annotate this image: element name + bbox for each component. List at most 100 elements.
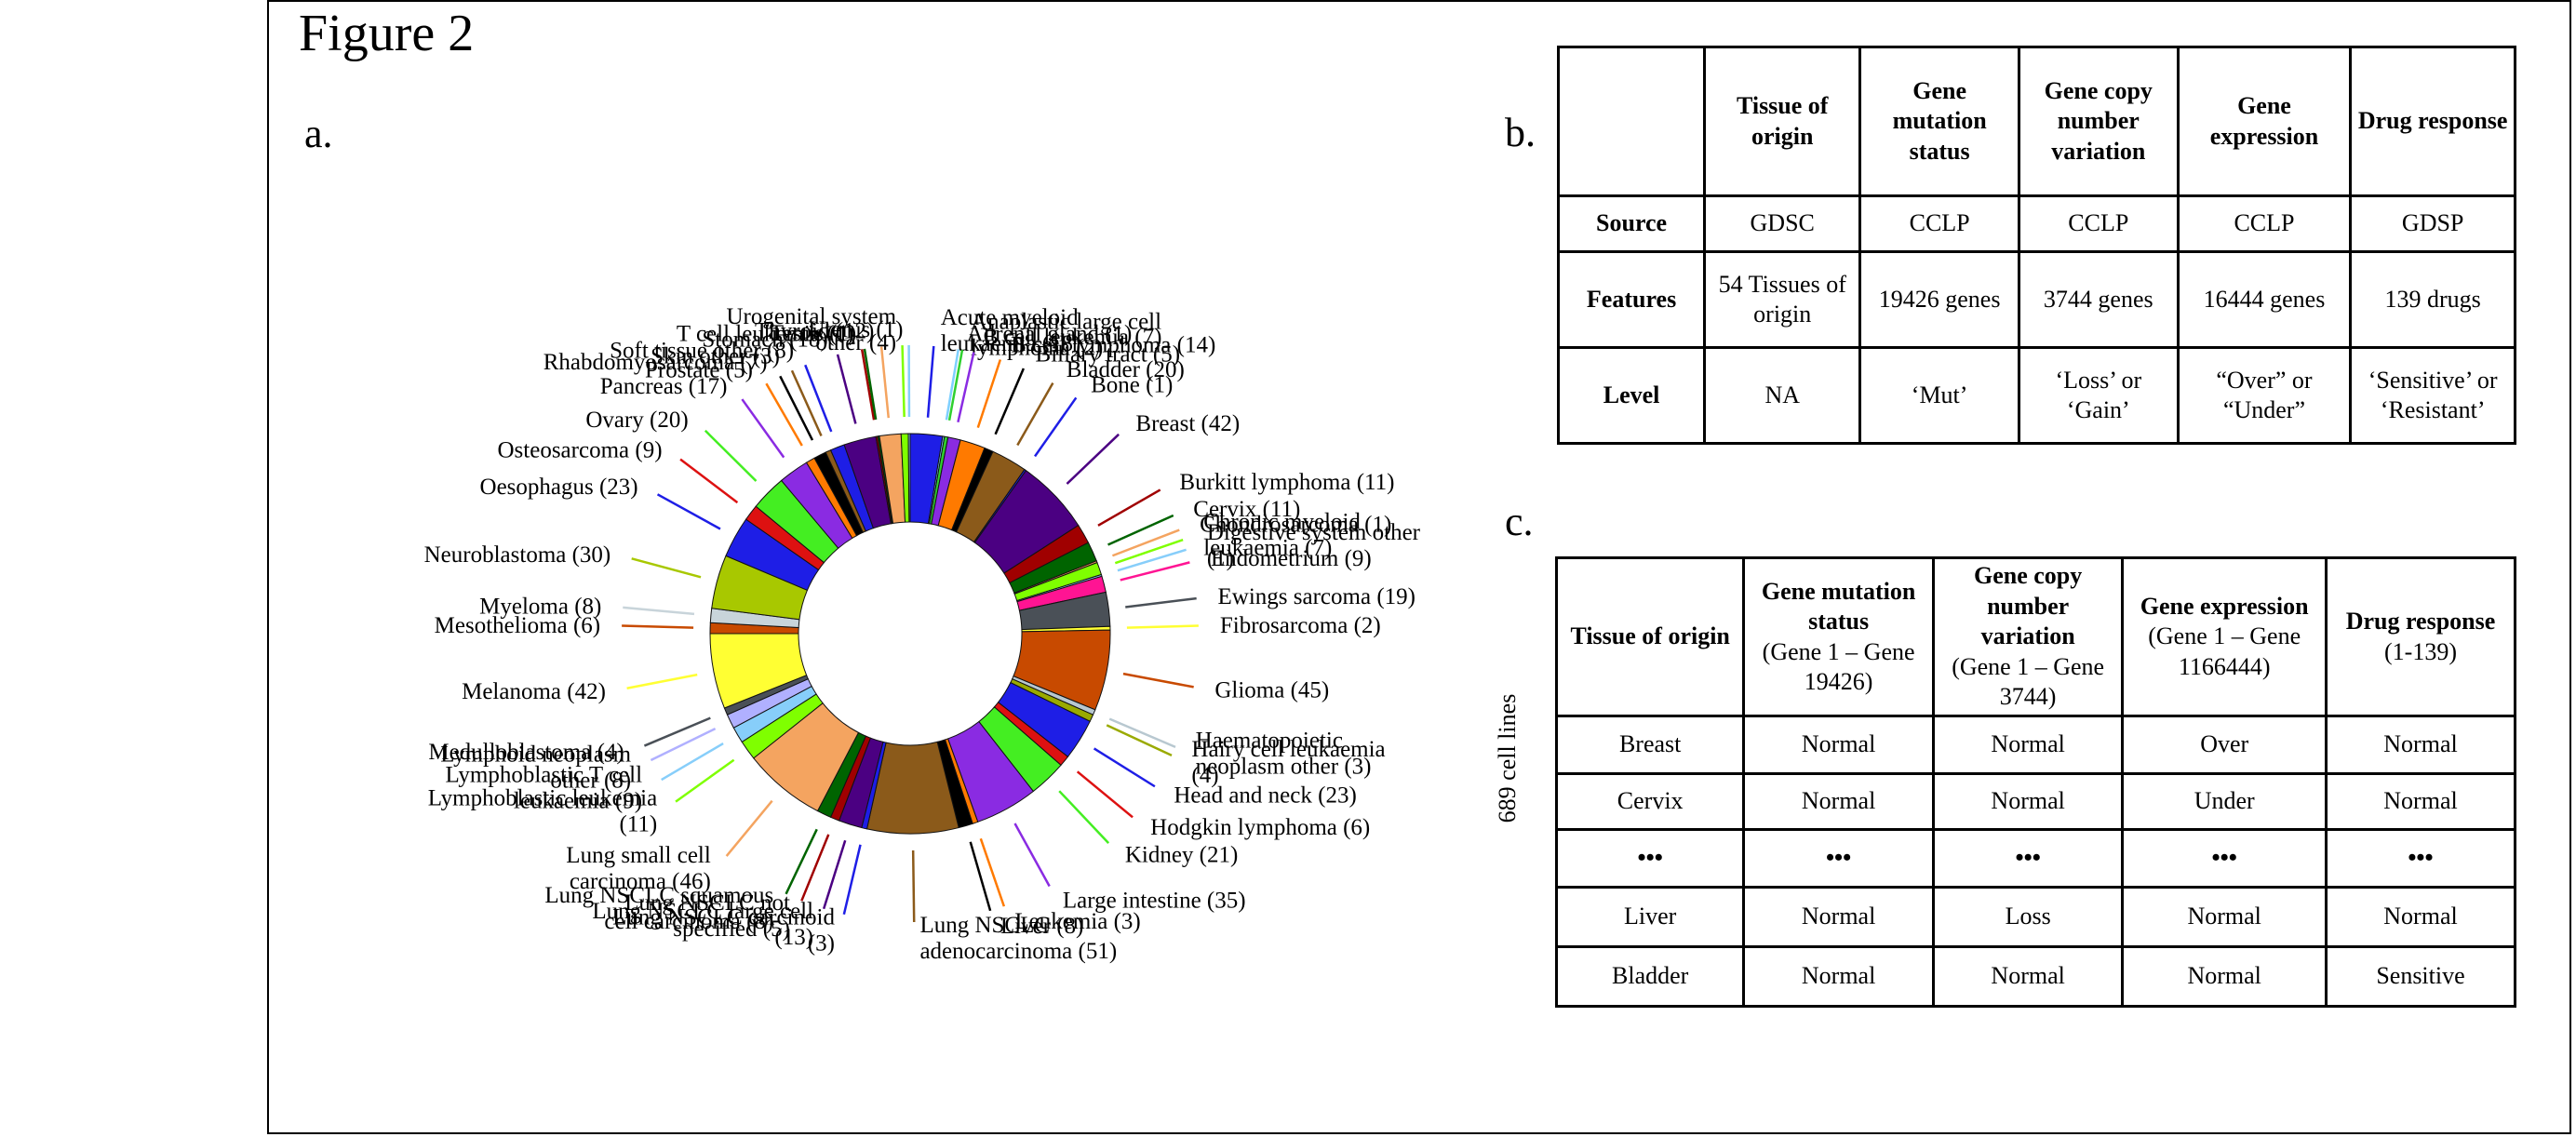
table-c-header: Drug response (1-139): [2324, 556, 2517, 717]
table-b: Tissue of origin Gene mutation status Ge…: [1556, 46, 2516, 445]
slice-label: Bladder (20): [1067, 357, 1185, 382]
leader-line: [656, 493, 721, 530]
slice-label: Oesophagus (23): [480, 475, 638, 500]
leader-line: [741, 398, 785, 459]
leader-line: [947, 349, 964, 421]
table-b-header: Drug response: [2349, 46, 2516, 197]
table-c-cell: Normal: [2324, 772, 2517, 831]
table-c-ellipsis: •••: [1554, 828, 1746, 889]
table-b-cell: CCLP: [1858, 194, 2020, 253]
table-c-cell: Normal: [1742, 772, 1935, 831]
slice-label: Adrenal gland (1): [967, 322, 1133, 347]
leader-line: [650, 728, 717, 762]
leader-line: [1097, 488, 1161, 527]
slice-label: Prostate (5): [645, 358, 753, 383]
table-c-header: Gene copy number variation (Gene 1 – Gene…: [1931, 556, 2125, 717]
slice-label: Urogenital system other (4): [726, 304, 896, 355]
leader-line: [1125, 596, 1197, 609]
table-c-cell: Normal: [1931, 945, 2125, 1008]
table-c-cell: Normal: [2324, 715, 2517, 775]
leader-line: [926, 345, 935, 418]
table-c-cell: Normal: [1742, 715, 1935, 775]
leader-line: [1034, 396, 1078, 458]
leader-line: [1093, 747, 1156, 788]
table-b-cell: GDSP: [2349, 194, 2516, 253]
table-c-cell: Normal: [1742, 886, 1935, 948]
slice-label: Kidney (21): [1125, 842, 1239, 867]
slice-label: Chronic myeloid leukaemia (7): [1203, 510, 1361, 561]
leader-line: [879, 346, 891, 419]
slice-label: Fibrosarcoma (2): [1220, 613, 1381, 638]
leader-line: [675, 758, 735, 803]
slice-label: Rhabdomyosarcoma (7): [543, 350, 768, 375]
slice-label: Lung NSCLC squamous cell carcinoma (8): [544, 883, 773, 934]
leader-line: [623, 606, 695, 616]
table-b-row-label: Features: [1556, 250, 1707, 349]
leader-line: [979, 837, 1006, 907]
table-b-cell: 54 Tissues of origin: [1703, 250, 1862, 349]
slice-label: Breast (42): [1135, 411, 1240, 436]
slice-label: Leukemia (3): [1014, 909, 1140, 934]
slice-label: Lung NSCLC not specified (5): [624, 890, 790, 942]
slice-label: Large intestine (35): [1063, 888, 1246, 913]
table-b-header: Gene expression: [2176, 46, 2353, 197]
leader-line: [945, 349, 960, 421]
panel-label-c: c.: [1505, 499, 1534, 544]
leader-line: [631, 557, 702, 579]
leader-line: [1058, 790, 1110, 844]
slice-label: B cell lymphoma (14): [1011, 332, 1215, 357]
table-c-cell: Normal: [2324, 886, 2517, 948]
leader-line: [969, 841, 992, 912]
leader-line: [976, 359, 1002, 429]
leader-line: [994, 368, 1026, 435]
slice-label: Glioma (45): [1214, 678, 1329, 703]
slice-label: Digestive system other (1): [1207, 520, 1421, 571]
leader-line: [901, 345, 906, 418]
table-c-cell: Under: [2121, 772, 2328, 831]
table-c-cell: Liver: [1554, 886, 1746, 948]
leader-line: [863, 348, 878, 421]
table-b-row-label: Level: [1556, 346, 1707, 445]
slice-label: Cervix (11): [1193, 497, 1300, 522]
table-b-cell: CCLP: [2017, 194, 2180, 253]
slice-label: Lung NSCLC adenocarcinoma (51): [919, 913, 1117, 964]
table-b-cell: ‘Loss’ or ‘Gain’: [2017, 346, 2180, 445]
leader-line: [790, 369, 823, 436]
slice-label: Lung NSCLC carcinoid (3): [612, 904, 835, 956]
slice-label: Bone (1): [1091, 373, 1173, 398]
donut-chart: Acute myeloid leukaemia (18)Adrenal gland…: [424, 304, 1421, 964]
leader-line: [822, 839, 847, 910]
table-b-cell: ‘Mut’: [1858, 346, 2020, 445]
leader-line: [679, 458, 739, 504]
leader-line: [725, 799, 773, 857]
slice-label: Soft tissue other (8): [610, 338, 794, 363]
table-b-cell: ‘Sensitive’ or ‘Resistant’: [2349, 346, 2516, 445]
slice-label: Melanoma (42): [462, 679, 606, 704]
leader-line: [1111, 528, 1180, 557]
table-c-cell: Loss: [1931, 886, 2125, 948]
slice-label: Osteosarcoma (9): [498, 437, 663, 462]
leader-line: [1108, 717, 1176, 749]
leader-line: [622, 624, 694, 629]
table-b-row-label: Source: [1556, 194, 1707, 253]
table-c: Tissue of origin Gene mutation status (Ge…: [1554, 556, 2517, 1008]
slice-label: Lung small cell carcinoma (46): [566, 843, 711, 894]
slice-label: Neuroblastoma (30): [424, 542, 611, 568]
table-b-cell: 16444 genes: [2176, 250, 2353, 349]
slice-label: Biliary tract (5): [1036, 341, 1181, 367]
table-c-cell: Cervix: [1554, 772, 1746, 831]
leader-line: [1066, 433, 1120, 485]
donut-slice: [907, 433, 911, 523]
leader-line: [957, 352, 975, 423]
leader-line: [704, 429, 758, 482]
table-c-ellipsis: •••: [1742, 828, 1935, 889]
leader-line: [860, 349, 876, 421]
slice-label: Thyroid (12): [755, 319, 874, 344]
table-b-header: Gene copy number variation: [2017, 46, 2180, 197]
table-c-cell: Normal: [1742, 945, 1935, 1008]
slice-label: Endometrium (9): [1211, 546, 1372, 571]
leader-line: [1122, 672, 1194, 689]
table-c-ellipsis: •••: [1931, 828, 2125, 889]
slice-label: Burkitt lymphoma (11): [1179, 470, 1394, 495]
table-c-cell: Bladder: [1554, 945, 1746, 1008]
